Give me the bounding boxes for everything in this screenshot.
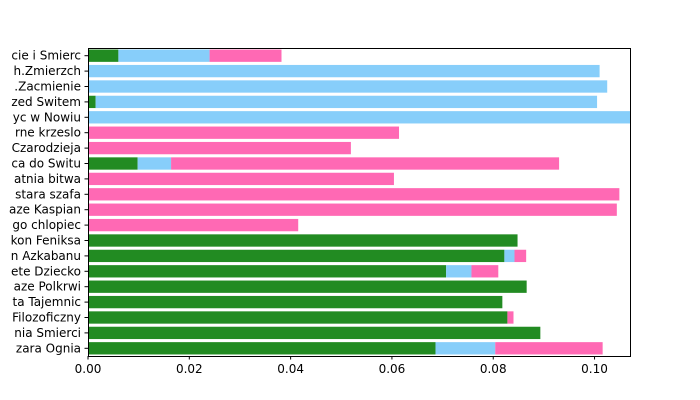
bar-segment [88, 172, 394, 186]
y-tick-label: ta Tajemnic [12, 295, 81, 309]
y-tick-label: kon Feniksa [11, 234, 81, 248]
bar-segment [88, 141, 351, 155]
bar-segment [435, 342, 496, 355]
bar-segment [88, 157, 138, 170]
plot-frame [88, 48, 631, 357]
y-tick-label: zara Ognia [16, 341, 81, 355]
bar-segment [514, 249, 527, 263]
bar-segment [209, 49, 282, 62]
bar-segment [88, 326, 541, 340]
x-axis-ticks: 0.00 0.02 0.04 0.06 0.08 0.10 [75, 356, 608, 376]
y-tick-label: Filozoficzny [12, 311, 81, 325]
bar-segment [95, 95, 598, 109]
bar-segment [88, 64, 600, 78]
bar-segment [88, 280, 527, 293]
y-tick-label: aze Kaspian [9, 203, 81, 217]
bars-group [88, 49, 630, 355]
bar-segment [88, 80, 608, 93]
y-tick-label: go chlopiec [12, 218, 81, 232]
bar-segment [88, 218, 299, 232]
bar-segment [171, 157, 560, 170]
bar-segment [88, 126, 400, 139]
y-tick-label: Czarodzieja [12, 141, 81, 155]
x-tick-label: 0.06 [379, 362, 406, 376]
y-tick-label: yc w Nowiu [13, 110, 81, 124]
bar-segment [137, 157, 172, 170]
bar-segment [495, 342, 603, 355]
bar-segment [88, 111, 630, 124]
bar-segment [88, 188, 620, 201]
x-tick-label: 0.08 [480, 362, 507, 376]
bar-segment [88, 203, 617, 216]
bar-segment [88, 295, 503, 309]
bar-segment [118, 49, 210, 62]
y-tick-label: rne krzeslo [15, 126, 81, 140]
y-tick-label: atnia bitwa [14, 172, 81, 186]
bar-segment [88, 249, 505, 263]
y-tick-label: stara szafa [15, 187, 81, 201]
bar-segment [88, 265, 447, 278]
y-tick-label: h.Zmierzch [14, 64, 81, 78]
x-tick-label: 0.04 [277, 362, 304, 376]
x-tick-label: 0.00 [75, 362, 102, 376]
y-tick-label: nia Smierci [14, 326, 81, 340]
y-tick-label: ete Dziecko [11, 264, 81, 278]
bar-segment [504, 249, 515, 263]
bar-segment [88, 342, 436, 355]
y-tick-label: .Zacmienie [14, 80, 81, 94]
bar-segment [88, 49, 119, 62]
y-tick-label: aze Polkrwi [14, 280, 81, 294]
bar-segment [446, 265, 472, 278]
y-tick-label: n Azkabanu [11, 249, 81, 263]
y-tick-label: zed Switem [11, 95, 81, 109]
bar-segment [507, 311, 514, 324]
x-tick-label: 0.10 [581, 362, 608, 376]
y-tick-label: cie i Smierc [11, 49, 81, 63]
y-tick-label: ca do Switu [11, 157, 81, 171]
bar-segment [88, 311, 508, 324]
bar-segment [471, 265, 499, 278]
bar-segment [88, 95, 96, 109]
x-tick-label: 0.02 [176, 362, 203, 376]
bar-segment [88, 234, 518, 247]
